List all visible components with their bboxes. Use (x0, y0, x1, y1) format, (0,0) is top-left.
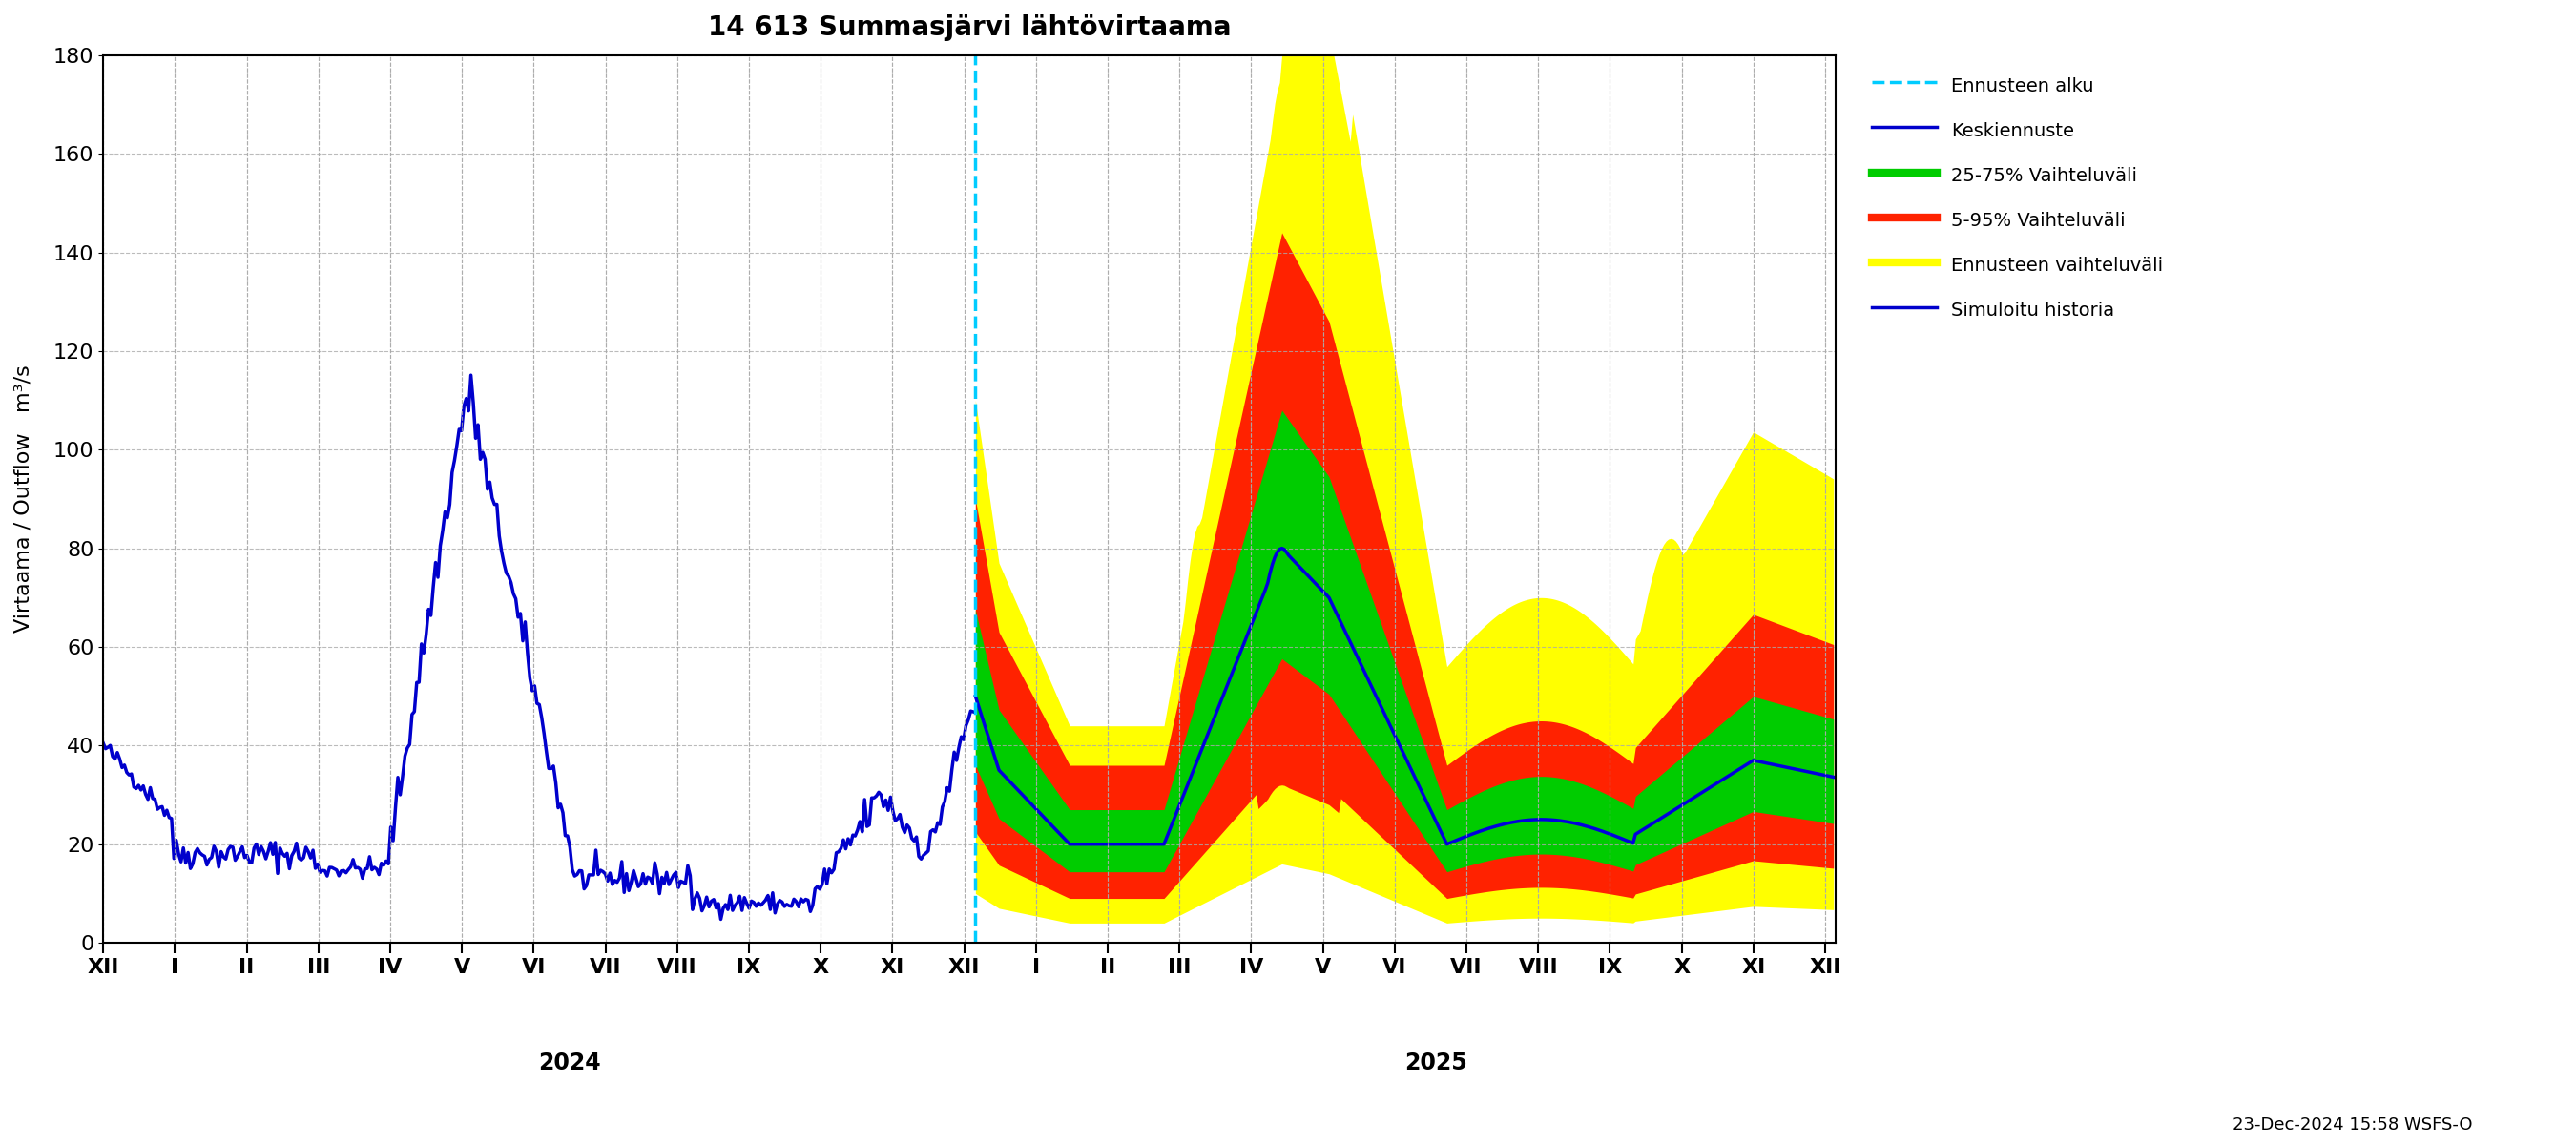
Text: 2024: 2024 (538, 1051, 600, 1074)
Text: 23-Dec-2024 15:58 WSFS-O: 23-Dec-2024 15:58 WSFS-O (2233, 1116, 2473, 1134)
Title: 14 613 Summasjärvi lähtövirtaama: 14 613 Summasjärvi lähtövirtaama (708, 14, 1231, 41)
Y-axis label: Virtaama / Outflow   m³/s: Virtaama / Outflow m³/s (15, 365, 33, 633)
Text: 2025: 2025 (1404, 1051, 1468, 1074)
Legend: Ennusteen alku, Keskiennuste, 25-75% Vaihteluväli, 5-95% Vaihteluväli, Ennusteen: Ennusteen alku, Keskiennuste, 25-75% Vai… (1862, 64, 2172, 330)
